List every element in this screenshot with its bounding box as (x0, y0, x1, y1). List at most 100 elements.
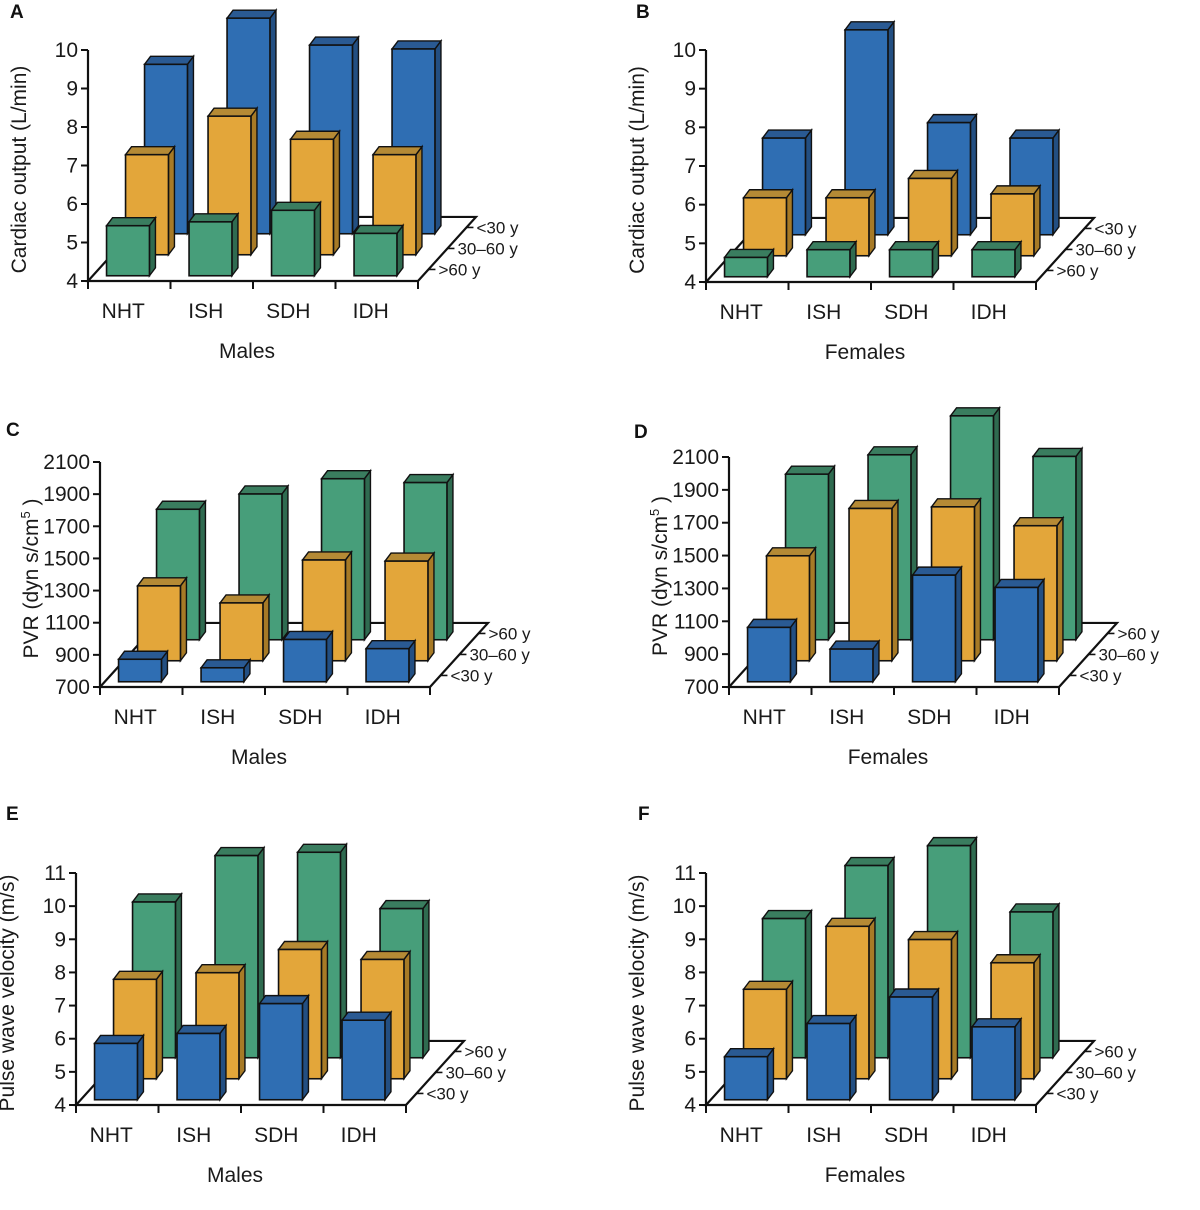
panel-letter: F (638, 804, 650, 825)
y-tick-label: 11 (674, 862, 696, 885)
y-tick-label: 10 (55, 39, 78, 62)
bar-top-face (761, 909, 813, 920)
bar-front-face (994, 586, 1039, 683)
bar-front-face (806, 248, 851, 278)
bar-top-face (93, 1034, 145, 1045)
bar-front-face (219, 602, 264, 662)
panel-letter: A (10, 2, 24, 23)
y-tick-label: 7 (684, 155, 696, 178)
bar-side-face (827, 464, 836, 642)
bar-top-face (282, 630, 334, 641)
bar-top-face (402, 473, 455, 484)
bar-top-face (1008, 129, 1061, 139)
bar-top-face (926, 836, 978, 847)
bar-side-face (1075, 446, 1083, 642)
bar-top-face (847, 499, 900, 510)
x-tick-label: ISH (806, 1124, 841, 1147)
bar (282, 629, 334, 684)
bar-top-face (843, 21, 896, 31)
bar-side-face (250, 106, 258, 257)
bar-side-face (403, 949, 411, 1081)
bar-top-face (989, 185, 1042, 195)
bar-front-face (746, 626, 792, 683)
bar (105, 215, 157, 278)
y-tick-label: 8 (54, 961, 66, 984)
bar-front-face (806, 1022, 851, 1101)
bar (289, 129, 341, 257)
bar-side-face (363, 468, 372, 642)
bar-top-face (866, 446, 919, 456)
bar-side-face (198, 499, 207, 642)
bar-top-face (824, 189, 877, 199)
bar-top-face (364, 639, 417, 650)
y-tick-label: 2100 (43, 451, 90, 474)
bar-top-face (320, 470, 372, 480)
y-tick-label: 6 (66, 193, 78, 216)
bar-side-face (238, 962, 246, 1081)
x-axis-title: Females (825, 1164, 906, 1187)
bar-side-face (422, 898, 430, 1060)
y-tick-label: 5 (684, 1061, 696, 1084)
panel-e-pwv-males: E 4 5 6 7 8 9 10 11 NHT ISH SDH IDH Males Pulse wave … (0, 804, 600, 1210)
y-tick-label: 2100 (672, 446, 719, 469)
bar-top-face (187, 213, 240, 223)
depth-label: 30–60 y (1075, 1063, 1136, 1082)
bar-top-face (105, 216, 157, 227)
bar (352, 223, 405, 278)
bar-top-face (124, 145, 176, 156)
bar-side-face (427, 551, 435, 663)
bar-front-face (888, 248, 934, 278)
bar-top-face (218, 594, 271, 604)
x-axis-title: Males (231, 746, 287, 769)
bar-top-face (828, 640, 881, 650)
x-axis-title: Males (207, 1164, 263, 1187)
y-tick-label: 9 (54, 928, 66, 951)
bar-side-face (1037, 577, 1045, 684)
x-tick-label: IDH (971, 301, 1007, 324)
depth-label: <30 y (476, 218, 519, 237)
depth-label: 30–60 y (457, 239, 518, 258)
bar-top-face (371, 145, 424, 156)
bar-top-face (359, 950, 412, 961)
bar-top-face (761, 129, 813, 139)
bar-side-face (384, 1010, 392, 1102)
bar-top-face (949, 407, 1001, 417)
bar-top-face (1012, 517, 1065, 527)
bar-side-face (931, 986, 940, 1102)
x-tick-label: ISH (806, 301, 841, 324)
bar-side-face (973, 496, 982, 663)
x-tick-label: NHT (114, 706, 157, 729)
bar-front-face (723, 1055, 769, 1101)
chart-svg: 700 900 1100 1300 1500 1700 1900 2100 NHT ISH SDH I… (647, 405, 1160, 769)
chart-svg: 4 5 6 7 8 9 10 11 NHT ISH SDH IDH Males Pulse wave ve… (0, 842, 507, 1187)
y-tick-label: 11 (44, 862, 66, 885)
chart-svg: 4 5 6 7 8 9 10 NHT ISH SDH IDH Females Cardiac outpu… (626, 19, 1137, 364)
bar-top-face (805, 1014, 858, 1025)
bar-top-face (805, 240, 858, 251)
bar-side-face (954, 565, 963, 684)
y-tick-label: 1300 (43, 580, 90, 603)
depth-label: <30 y (1079, 666, 1122, 685)
chart-svg: 4 5 6 7 8 9 10 11 NHT ISH SDH IDH Females Pulse wave … (626, 835, 1137, 1187)
bar-top-face (970, 1018, 1023, 1028)
bar-top-face (143, 55, 195, 66)
bar-top-face (199, 659, 252, 669)
y-tick-label: 8 (684, 961, 696, 984)
depth-label: <30 y (450, 666, 493, 685)
bar-front-face (282, 638, 328, 683)
x-tick-label: SDH (254, 1124, 298, 1147)
bar-side-face (434, 38, 442, 236)
bar-front-face (270, 209, 316, 277)
bar-top-face (1008, 903, 1061, 913)
panel-letter: D (634, 422, 648, 443)
bar-side-face (320, 939, 329, 1081)
bar-top-face (888, 240, 940, 251)
x-tick-label: SDH (884, 1124, 928, 1147)
y-tick-label: 1100 (45, 612, 90, 635)
bar-front-face (742, 196, 788, 257)
bar-top-face (723, 248, 775, 259)
x-tick-label: SDH (884, 301, 928, 324)
bar-side-face (969, 112, 978, 237)
bar-front-face (93, 1042, 139, 1101)
bar-front-face (971, 248, 1016, 278)
